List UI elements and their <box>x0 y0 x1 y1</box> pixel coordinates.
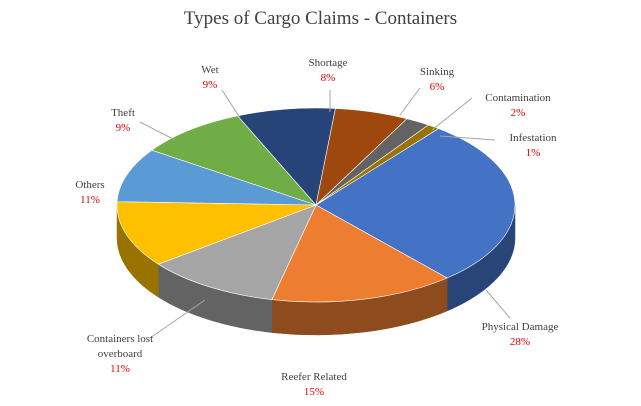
category-label: Physical Damage <box>481 321 559 333</box>
category-label: Containers lost overboard <box>86 333 154 360</box>
value-label: 8% <box>320 72 336 84</box>
leader-line <box>149 299 206 339</box>
slice <box>151 115 317 206</box>
data-label: Reefer Related 15% <box>281 370 347 400</box>
category-label: Others <box>75 179 105 191</box>
slice <box>271 204 448 303</box>
value-label: 1% <box>525 147 541 159</box>
category-label: Sinking <box>419 66 455 78</box>
data-label: Contamination 2% <box>485 91 550 121</box>
slice <box>116 149 317 206</box>
slice <box>116 201 317 265</box>
category-label: Shortage <box>308 57 348 69</box>
category-label: Infestation <box>509 132 557 144</box>
value-label: 11% <box>80 194 100 206</box>
data-label: Theft 9% <box>111 106 135 136</box>
leader-line <box>399 87 421 116</box>
category-label: Theft <box>111 107 135 119</box>
slice <box>315 124 440 206</box>
slice <box>157 204 317 300</box>
value-label: 6% <box>429 81 445 93</box>
value-label: 9% <box>202 79 218 91</box>
slice <box>237 107 336 206</box>
data-label: Infestation 1% <box>509 131 556 161</box>
leader-line <box>439 135 496 141</box>
data-label: Others 11% <box>75 178 104 208</box>
data-label: Shortage 8% <box>308 56 347 86</box>
value-label: 28% <box>509 336 531 348</box>
value-label: 2% <box>510 107 526 119</box>
value-label: 9% <box>115 122 131 134</box>
data-label: Wet 9% <box>201 63 218 93</box>
chart-title: Types of Cargo Claims - Containers <box>183 8 458 29</box>
category-label: Wet <box>201 64 219 76</box>
category-label: Reefer Related <box>281 371 347 383</box>
leader-line <box>139 121 176 141</box>
leader-line <box>221 89 241 119</box>
data-label: Physical Damage 28% <box>482 320 559 350</box>
category-label: Contamination <box>485 92 551 104</box>
leader-line <box>485 289 511 319</box>
slice <box>315 128 516 279</box>
data-label: Sinking 6% <box>420 65 454 95</box>
data-label: Containers lost overboard 11% <box>70 332 170 377</box>
value-label: 15% <box>303 386 325 398</box>
leader-line <box>431 97 473 131</box>
value-label: 11% <box>110 363 130 375</box>
